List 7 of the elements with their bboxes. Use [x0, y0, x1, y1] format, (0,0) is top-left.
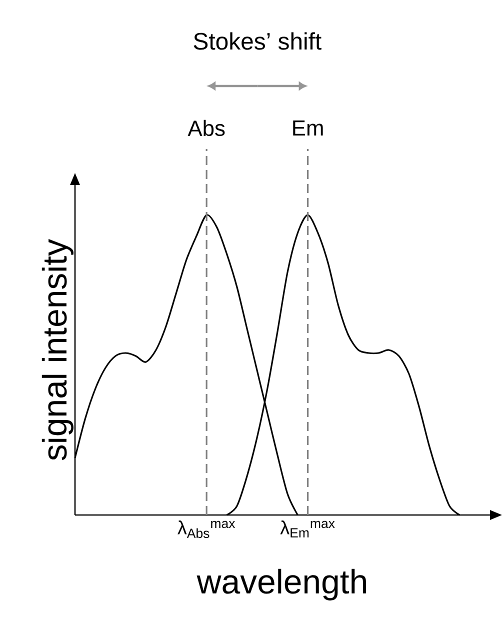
x-axis-title: wavelength — [196, 568, 366, 600]
ref-line-label: Abs — [188, 120, 225, 136]
x-tick-label: λ$_{Abs}$max — [178, 520, 236, 538]
ref-line-label: Em — [293, 120, 323, 136]
y-axis-title: signal intensity — [42, 239, 74, 460]
x-tick-label: λ$_{Em}$max — [280, 520, 335, 538]
chart-title: Stokes’ shift — [194, 32, 322, 50]
